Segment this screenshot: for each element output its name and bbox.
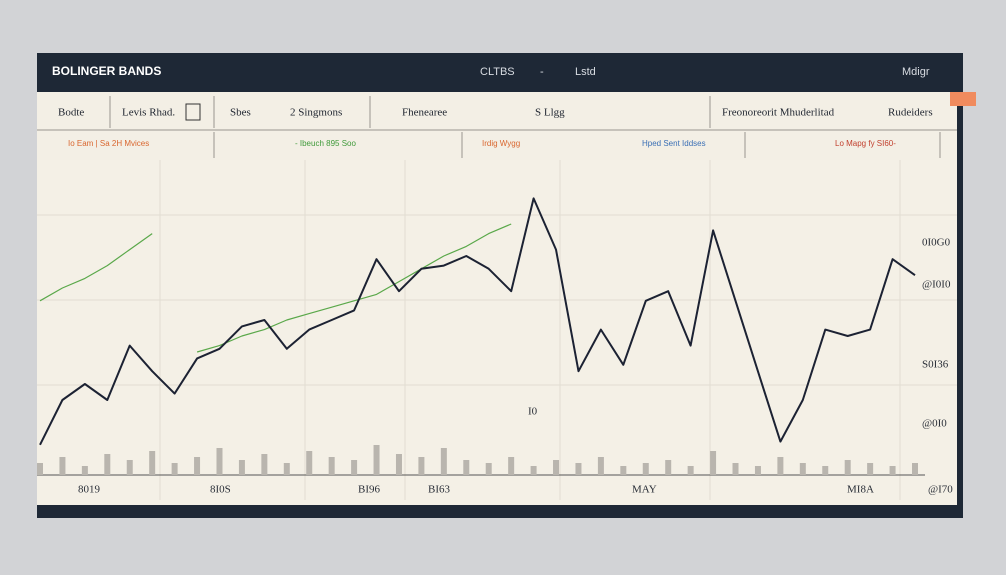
toolbar-separators [109,96,941,158]
app-title: BOLINGER BANDS [52,64,161,78]
toolbar-button[interactable] [185,103,201,121]
volume-bar [37,463,43,475]
chart-note: I0 [528,406,538,418]
subbar-item[interactable]: Io Eam | Sa 2H Mvices [68,139,149,148]
volume-bar [844,460,851,475]
volume-bar [216,448,223,475]
volume-bar [395,454,402,475]
toolbar-bg [37,92,957,160]
price-line [39,197,916,446]
volume-bar [710,451,717,475]
y-axis-label: 0I0G0 [922,237,951,249]
toolbar-item[interactable]: Rudeiders [888,107,933,119]
volume-bar [149,451,156,475]
x-axis-label: BI63 [428,484,451,496]
x-axis-label: BI96 [358,484,381,496]
volume-bar [597,457,604,475]
volume-bar [373,445,380,475]
volume-bar [530,466,537,475]
volume-bar [732,463,739,475]
grid [37,160,957,500]
toolbar-item[interactable]: 2 Singmons [290,107,342,119]
toolbar-item[interactable]: Bodte [58,107,84,119]
header-menu[interactable]: Mdigr [902,66,930,78]
volume-bar [283,463,290,475]
volume-bar [463,460,470,475]
subbar-item[interactable]: Hped Sent Iddses [642,139,706,148]
volume-bar [822,466,829,475]
x-axis-label: MAY [632,484,657,496]
volume-bar [418,457,425,475]
volume-bar [81,466,88,475]
volume-bar [642,463,649,475]
toolbar-item[interactable]: Freonoreorit Mhuderlitad [722,107,835,119]
subbar-item[interactable]: - Ibeuch 895 Soo [295,139,356,148]
header-item: CLTBS [480,66,515,78]
subbar-item[interactable]: Lo Mapg fy SI60- [835,139,896,148]
volume-bar [575,463,582,475]
volume-bar [799,463,806,475]
volume-bar [485,463,492,475]
volume-bar [306,451,313,475]
volume-bar [104,454,111,475]
volume-bar [440,448,447,475]
toolbar-item[interactable]: Levis Rhad. [122,107,175,119]
x-axis-label: @I70 [928,484,953,496]
volume-bar [194,457,201,475]
volume-bar [553,460,560,475]
volume-bar [620,466,627,475]
chart-area [37,160,957,505]
accent-tab [950,92,976,106]
volume-bar [867,463,874,475]
volume-bar [238,460,245,475]
volume-bar [351,460,358,475]
volume-bar [912,463,918,475]
volume-bar [328,457,335,475]
volume-bar [508,457,515,475]
volume-bar [261,454,268,475]
header-item[interactable]: Lstd [575,66,596,78]
volume-bar [59,457,66,475]
x-axis-label: MI8A [847,484,874,496]
toolbar-item[interactable]: S Llgg [535,107,565,119]
x-axis-label: 8I0S [210,484,231,496]
volume-bar [665,460,672,475]
volume-bar [126,460,133,475]
volume-bar [754,466,761,475]
toolbar-item[interactable]: Sbes [230,107,251,119]
subbar-item[interactable]: Irdig Wygg [482,139,520,148]
y-axis-label: @I0I0 [922,279,951,291]
toolbar-item[interactable]: Fhenearee [402,107,447,119]
volume-bar [889,466,896,475]
volume-bar [777,457,784,475]
trend-line [39,223,512,353]
header-item: - [540,66,544,78]
volume-bar [171,463,178,475]
y-axis-label: @0I0 [922,418,947,430]
y-axis-label: S0I36 [922,359,949,371]
volume-bar [687,466,694,475]
x-axis-label: 8019 [78,484,101,496]
